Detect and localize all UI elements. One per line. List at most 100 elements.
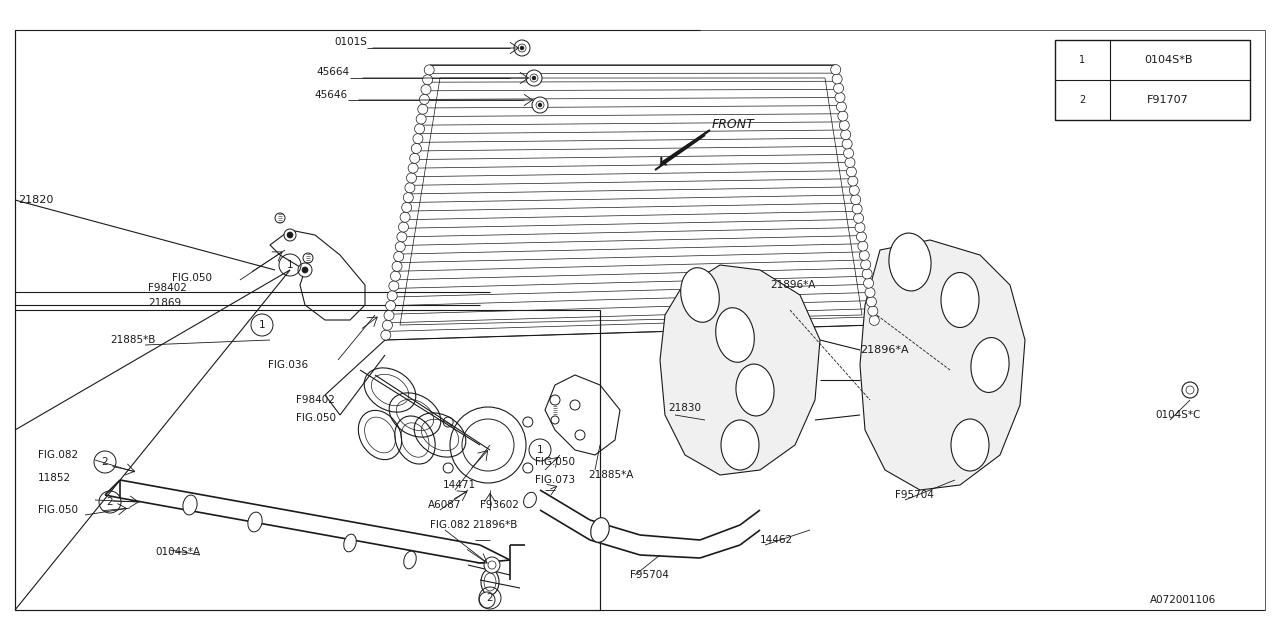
Circle shape xyxy=(389,281,399,291)
Text: FIG.073: FIG.073 xyxy=(535,475,575,485)
Text: 1: 1 xyxy=(259,320,265,330)
Circle shape xyxy=(851,195,860,205)
Text: 21820: 21820 xyxy=(18,195,54,205)
Circle shape xyxy=(844,148,854,158)
Text: F98402: F98402 xyxy=(296,395,335,405)
Ellipse shape xyxy=(524,492,536,508)
Text: 21869: 21869 xyxy=(148,298,182,308)
Circle shape xyxy=(421,84,431,95)
Circle shape xyxy=(845,157,855,168)
Circle shape xyxy=(388,291,397,301)
Text: 2: 2 xyxy=(101,457,109,467)
Text: 2: 2 xyxy=(1079,95,1085,105)
Text: FIG.036: FIG.036 xyxy=(268,360,308,370)
Circle shape xyxy=(396,242,406,252)
Circle shape xyxy=(538,103,541,107)
Text: 0104S*B: 0104S*B xyxy=(1144,55,1193,65)
Circle shape xyxy=(865,287,876,298)
Circle shape xyxy=(420,94,429,104)
Text: 2: 2 xyxy=(106,497,114,507)
Circle shape xyxy=(869,316,879,325)
Circle shape xyxy=(403,193,413,203)
Circle shape xyxy=(383,320,393,330)
Ellipse shape xyxy=(951,419,989,471)
Circle shape xyxy=(410,154,420,163)
Circle shape xyxy=(515,40,530,56)
Circle shape xyxy=(381,330,390,340)
Circle shape xyxy=(536,101,544,109)
Circle shape xyxy=(1187,386,1194,394)
Circle shape xyxy=(838,111,847,121)
Circle shape xyxy=(413,134,422,143)
Text: A072001106: A072001106 xyxy=(1149,595,1216,605)
Circle shape xyxy=(532,76,536,80)
Circle shape xyxy=(841,130,851,140)
Circle shape xyxy=(411,143,421,154)
Ellipse shape xyxy=(403,551,416,569)
Text: 0104S*A: 0104S*A xyxy=(155,547,200,557)
Text: FIG.050: FIG.050 xyxy=(38,505,78,515)
Circle shape xyxy=(392,261,402,271)
Text: 21885*A: 21885*A xyxy=(588,470,634,480)
Circle shape xyxy=(530,74,538,82)
Circle shape xyxy=(402,202,412,212)
Circle shape xyxy=(550,395,561,405)
Text: FIG.082: FIG.082 xyxy=(430,520,470,530)
Circle shape xyxy=(852,204,863,214)
Circle shape xyxy=(384,310,394,321)
Text: FIG.082: FIG.082 xyxy=(38,450,78,460)
Ellipse shape xyxy=(736,364,774,416)
Circle shape xyxy=(836,102,846,112)
Circle shape xyxy=(394,252,403,262)
Circle shape xyxy=(479,592,495,608)
Circle shape xyxy=(842,139,852,149)
Circle shape xyxy=(424,65,434,75)
Circle shape xyxy=(868,306,878,316)
Text: 21896*A: 21896*A xyxy=(771,280,815,290)
Text: 21896*B: 21896*B xyxy=(472,520,517,530)
Circle shape xyxy=(390,271,401,281)
Circle shape xyxy=(385,301,396,310)
Circle shape xyxy=(398,222,408,232)
Ellipse shape xyxy=(344,534,356,552)
Circle shape xyxy=(858,241,868,251)
Circle shape xyxy=(863,269,872,279)
Circle shape xyxy=(416,114,426,124)
Circle shape xyxy=(835,93,845,102)
Polygon shape xyxy=(660,265,820,475)
Ellipse shape xyxy=(888,233,931,291)
Circle shape xyxy=(855,223,865,232)
Text: 45664: 45664 xyxy=(317,67,349,77)
Text: FRONT: FRONT xyxy=(712,118,755,131)
Ellipse shape xyxy=(183,495,197,515)
Circle shape xyxy=(526,70,541,86)
Circle shape xyxy=(298,263,312,277)
Circle shape xyxy=(484,557,500,573)
Ellipse shape xyxy=(716,308,754,362)
Circle shape xyxy=(832,74,842,84)
Circle shape xyxy=(518,44,526,52)
Circle shape xyxy=(867,297,877,307)
Circle shape xyxy=(864,278,873,288)
Text: A6087: A6087 xyxy=(428,500,462,510)
Circle shape xyxy=(422,75,433,84)
Ellipse shape xyxy=(972,337,1009,392)
Text: 11852: 11852 xyxy=(38,473,72,483)
Circle shape xyxy=(847,176,858,186)
Circle shape xyxy=(856,232,867,242)
Circle shape xyxy=(860,260,870,269)
Text: F91707: F91707 xyxy=(1147,95,1189,105)
Text: 45646: 45646 xyxy=(315,90,348,100)
Circle shape xyxy=(854,213,864,223)
Text: 2: 2 xyxy=(486,593,493,603)
Circle shape xyxy=(287,232,293,238)
Circle shape xyxy=(302,267,308,273)
Bar xyxy=(1055,40,1251,120)
Circle shape xyxy=(303,253,314,263)
Circle shape xyxy=(846,167,856,177)
Ellipse shape xyxy=(721,420,759,470)
Circle shape xyxy=(397,232,407,242)
Circle shape xyxy=(404,183,415,193)
Circle shape xyxy=(408,163,419,173)
Text: 21885*B: 21885*B xyxy=(110,335,155,345)
